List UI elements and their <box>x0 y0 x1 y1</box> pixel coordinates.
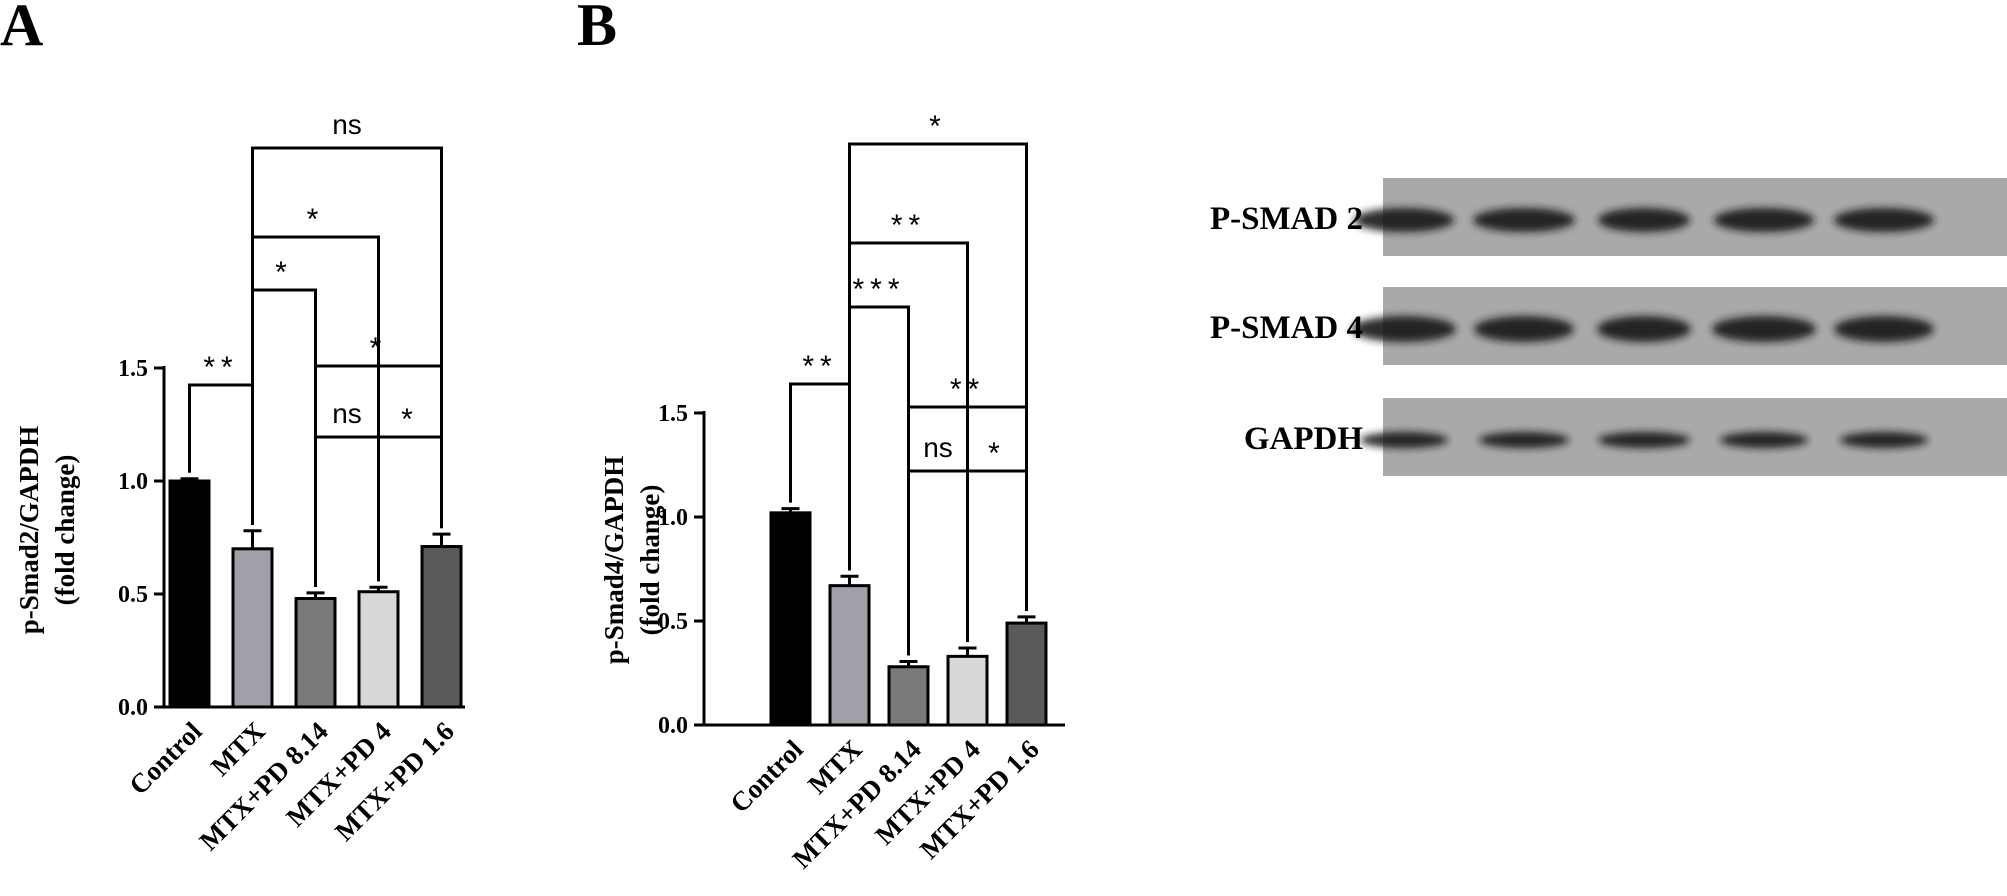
blot-row-label: GAPDH <box>1244 421 1363 457</box>
y-tick-label: 1.0 <box>658 505 688 531</box>
blot-band <box>1474 316 1574 342</box>
bar <box>168 479 211 709</box>
significance-label: ** <box>950 373 985 406</box>
significance-label: *** <box>852 273 905 306</box>
bar <box>946 654 989 727</box>
bar <box>887 665 930 727</box>
significance-bracket <box>251 288 317 587</box>
y-tick-label: 1.5 <box>658 401 688 427</box>
significance-label: * <box>307 203 325 236</box>
significance-label: ** <box>891 209 926 242</box>
blot-band <box>1597 316 1691 342</box>
y-axis-subtitle: (fold change) <box>635 485 665 636</box>
y-axis-title: p-Smad4/GAPDH <box>599 456 629 665</box>
blot-row-label: P-SMAD 2 <box>1210 201 1363 237</box>
blot-band <box>1354 208 1454 232</box>
significance-label: * <box>401 403 419 436</box>
significance-bracket <box>966 469 1028 643</box>
blot-band <box>1834 208 1934 232</box>
y-tick-label: 1.5 <box>118 356 148 382</box>
significance-bracket <box>848 142 1028 611</box>
blot-band <box>1352 316 1456 342</box>
chart-a: 0.0 0.5 1.0 1.5 p-Smad2/GAPDH (fold change) Co… <box>14 109 465 856</box>
category-label: Control <box>724 734 809 819</box>
blot-row-label: P-SMAD 4 <box>1210 310 1363 346</box>
bar <box>294 597 337 709</box>
bar <box>828 584 871 727</box>
y-tick-label: 0.5 <box>118 582 148 608</box>
western-blot: P-SMAD 2 P-SMAD 4 GAPDH <box>1210 178 2007 476</box>
blot-band <box>1720 432 1808 448</box>
bar <box>420 545 463 709</box>
y-tick-label: 0.0 <box>658 713 688 739</box>
blot-band <box>1714 208 1814 232</box>
bar <box>357 590 400 709</box>
significance-label: ** <box>802 350 837 383</box>
panel-label-a: A <box>0 0 43 58</box>
blot-band <box>1598 208 1690 232</box>
y-tick-label: 0.0 <box>118 695 148 721</box>
panel-label-b: B <box>577 0 617 58</box>
blot-band <box>1840 432 1928 448</box>
significance-bracket <box>377 435 443 582</box>
bar <box>769 511 812 727</box>
bar <box>231 547 274 709</box>
significance-label: * <box>370 332 388 365</box>
significance-bracket <box>314 435 380 587</box>
y-axis-subtitle: (fold change) <box>50 455 80 606</box>
y-tick-label: 0.5 <box>658 609 688 635</box>
significance-bracket <box>251 146 443 529</box>
significance-label: ns <box>332 398 362 429</box>
bar <box>1005 621 1048 727</box>
chart-b: 0.0 0.5 1.0 1.5 p-Smad4/GAPDH (fold change) Co… <box>599 110 1065 874</box>
significance-label: ** <box>203 351 238 384</box>
significance-label: * <box>988 437 1006 470</box>
blot-band <box>1473 208 1575 232</box>
significance-label: ns <box>332 109 362 140</box>
blot-band <box>1834 316 1934 342</box>
significance-label: * <box>929 110 947 143</box>
significance-bracket <box>907 469 969 656</box>
y-tick-label: 1.0 <box>118 469 148 495</box>
blot-band <box>1598 432 1690 448</box>
blot-band <box>1479 432 1569 448</box>
y-axis-title: p-Smad2/GAPDH <box>14 426 44 635</box>
blot-band <box>1712 316 1816 342</box>
blot-band <box>1360 432 1448 448</box>
significance-label: ns <box>923 432 953 463</box>
category-label: Control <box>123 716 208 801</box>
significance-label: * <box>275 256 293 289</box>
